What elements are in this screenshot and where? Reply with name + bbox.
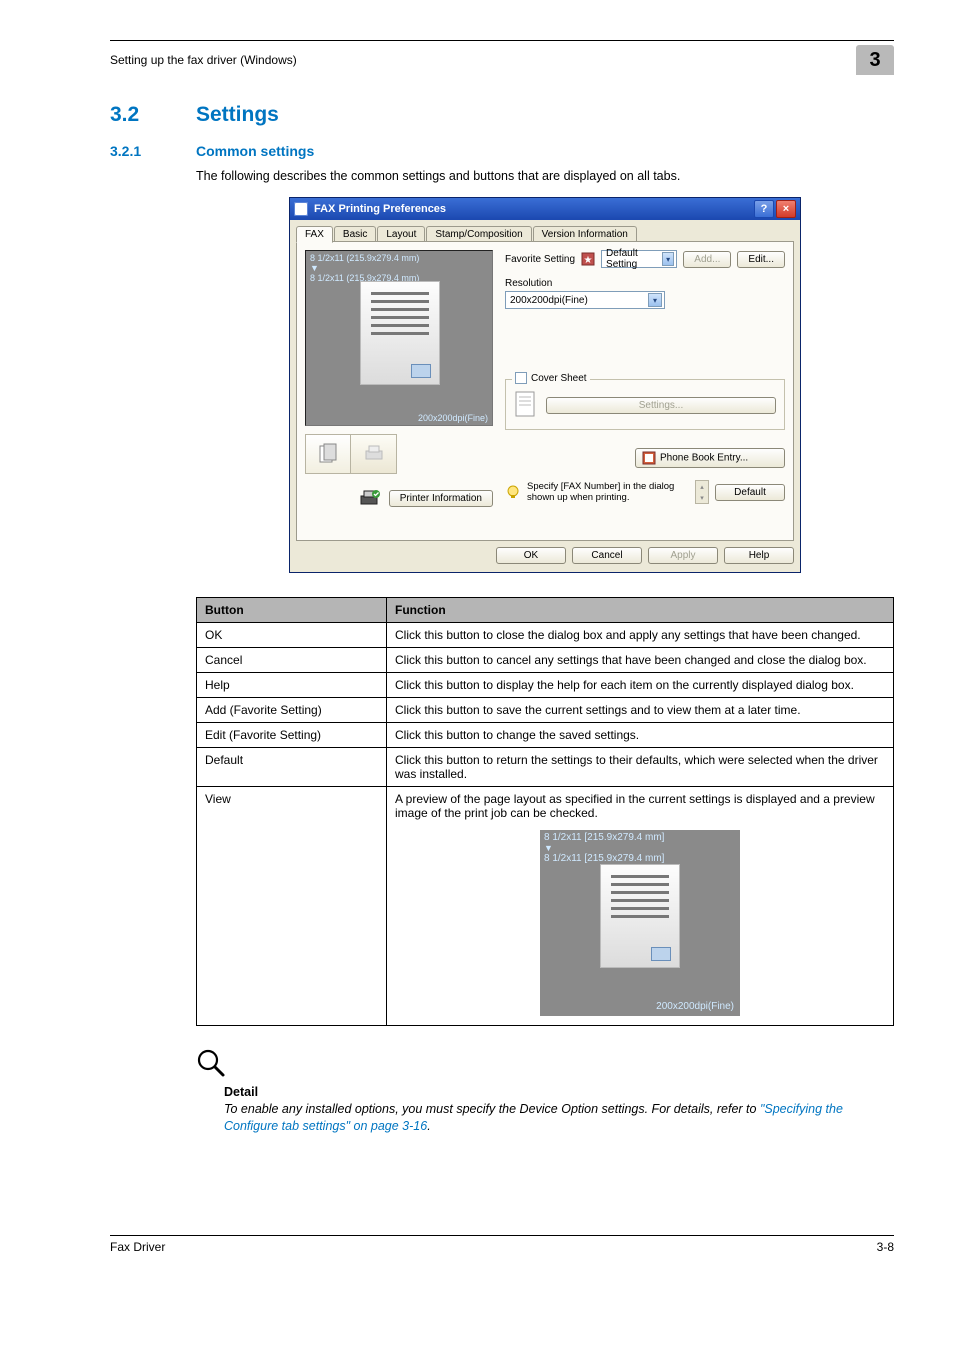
table-cell: Add (Favorite Setting) bbox=[197, 698, 387, 723]
preview-dim-top: 8 1/2x11 (215.9x279.4 mm) bbox=[306, 251, 492, 265]
favorite-add-button[interactable]: Add... bbox=[683, 251, 731, 268]
tab-version-information[interactable]: Version Information bbox=[533, 226, 637, 242]
printer-status-icon bbox=[359, 488, 381, 508]
detail-text-after: . bbox=[427, 1119, 430, 1133]
apply-button[interactable]: Apply bbox=[648, 547, 718, 564]
cover-sheet-label: Cover Sheet bbox=[531, 373, 587, 384]
table-row: Default Click this button to return the … bbox=[197, 748, 894, 787]
table-cell: Click this button to change the saved se… bbox=[387, 723, 894, 748]
favorite-setting-icon: ★ bbox=[581, 252, 595, 266]
page-stack-icon bbox=[317, 443, 339, 465]
printing-preferences-dialog: FAX Printing Preferences ? × FAX Basic L… bbox=[289, 197, 801, 573]
detail-text-before: To enable any installed options, you mus… bbox=[224, 1102, 760, 1116]
table-row: Edit (Favorite Setting) Click this butto… bbox=[197, 723, 894, 748]
tab-layout[interactable]: Layout bbox=[377, 226, 425, 242]
chevron-down-icon: ▾ bbox=[648, 293, 662, 307]
cover-sheet-doc-icon bbox=[514, 390, 538, 421]
favorite-edit-button[interactable]: Edit... bbox=[737, 251, 785, 268]
detail-body: To enable any installed options, you mus… bbox=[224, 1101, 894, 1135]
view-description: A preview of the page layout as specifie… bbox=[395, 792, 885, 820]
view-preview-dim-top: 8 1/2x11 [215.9x279.4 mm] bbox=[540, 830, 740, 845]
table-cell: Click this button to save the current se… bbox=[387, 698, 894, 723]
triangle-up-icon: ▴ bbox=[696, 481, 708, 492]
table-cell: Default bbox=[197, 748, 387, 787]
buttons-function-table: Button Function OK Click this button to … bbox=[196, 597, 894, 1026]
preview-mode-label: 200x200dpi(Fine) bbox=[418, 413, 488, 423]
chevron-down-icon: ▾ bbox=[662, 252, 674, 266]
tabstrip: FAX Basic Layout Stamp/Composition Versi… bbox=[296, 226, 794, 242]
favorite-setting-label: Favorite Setting bbox=[505, 254, 575, 265]
subsection-heading: 3.2.1Common settings bbox=[110, 143, 894, 159]
printer-information-button[interactable]: Printer Information bbox=[389, 490, 493, 507]
svg-text:★: ★ bbox=[584, 255, 593, 266]
phone-book-entry-label: Phone Book Entry... bbox=[660, 453, 748, 464]
view-toggle-printer[interactable] bbox=[351, 434, 397, 474]
table-cell: Help bbox=[197, 673, 387, 698]
section-number: 3.2 bbox=[110, 103, 196, 127]
close-titlebar-button[interactable]: × bbox=[776, 200, 796, 218]
view-toggle-layout[interactable] bbox=[305, 434, 351, 474]
table-cell: Click this button to close the dialog bo… bbox=[387, 623, 894, 648]
preview-sheet bbox=[360, 281, 440, 385]
chapter-badge: 3 bbox=[856, 45, 894, 75]
table-cell: Edit (Favorite Setting) bbox=[197, 723, 387, 748]
table-header-button: Button bbox=[197, 598, 387, 623]
tab-stamp-composition[interactable]: Stamp/Composition bbox=[426, 226, 531, 242]
magnifier-icon bbox=[196, 1048, 894, 1083]
note-text: Specify [FAX Number] in the dialog shown… bbox=[527, 481, 689, 503]
dialog-titlebar: FAX Printing Preferences ? × bbox=[290, 198, 800, 220]
table-row: View A preview of the page layout as spe… bbox=[197, 787, 894, 1026]
table-cell: Click this button to display the help fo… bbox=[387, 673, 894, 698]
table-cell: A preview of the page layout as specifie… bbox=[387, 787, 894, 1026]
table-row: OK Click this button to close the dialog… bbox=[197, 623, 894, 648]
subsection-number: 3.2.1 bbox=[110, 143, 196, 159]
table-cell: View bbox=[197, 787, 387, 1026]
tab-basic[interactable]: Basic bbox=[334, 226, 376, 242]
cancel-button[interactable]: Cancel bbox=[572, 547, 642, 564]
tab-fax[interactable]: FAX bbox=[296, 226, 333, 243]
section-title: Settings bbox=[196, 103, 279, 126]
intro-paragraph: The following describes the common setti… bbox=[196, 169, 894, 183]
table-cell: Click this button to return the settings… bbox=[387, 748, 894, 787]
footer-right: 3-8 bbox=[877, 1240, 894, 1254]
table-row: Add (Favorite Setting) Click this button… bbox=[197, 698, 894, 723]
subsection-title: Common settings bbox=[196, 143, 314, 159]
table-cell: Cancel bbox=[197, 648, 387, 673]
phone-book-entry-button[interactable]: Phone Book Entry... bbox=[635, 448, 785, 468]
lightbulb-icon bbox=[505, 484, 521, 500]
table-cell: Click this button to cancel any settings… bbox=[387, 648, 894, 673]
favorite-setting-combo[interactable]: Default Setting ▾ bbox=[601, 250, 677, 268]
cover-sheet-checkbox[interactable] bbox=[515, 372, 527, 384]
default-button[interactable]: Default bbox=[715, 484, 785, 501]
table-row: Help Click this button to display the he… bbox=[197, 673, 894, 698]
table-row: Cancel Click this button to cancel any s… bbox=[197, 648, 894, 673]
table-cell: OK bbox=[197, 623, 387, 648]
resolution-label: Resolution bbox=[505, 278, 785, 289]
cover-sheet-settings-button[interactable]: Settings... bbox=[546, 397, 776, 414]
view-preview-box: 8 1/2x11 [215.9x279.4 mm] ▼ 8 1/2x11 [21… bbox=[540, 830, 740, 1016]
help-titlebar-button[interactable]: ? bbox=[754, 200, 774, 218]
app-icon bbox=[294, 202, 308, 216]
resolution-value: 200x200dpi(Fine) bbox=[510, 295, 588, 306]
footer-left: Fax Driver bbox=[110, 1240, 165, 1254]
preview-chart-icon bbox=[651, 947, 671, 961]
table-header-function: Function bbox=[387, 598, 894, 623]
triangle-down-icon: ▾ bbox=[696, 492, 708, 503]
phone-book-icon bbox=[642, 451, 656, 465]
page-preview: 8 1/2x11 (215.9x279.4 mm) ▼ 8 1/2x11 (21… bbox=[305, 250, 493, 426]
resolution-combo[interactable]: 200x200dpi(Fine) ▾ bbox=[505, 291, 665, 309]
favorite-setting-value: Default Setting bbox=[606, 248, 662, 270]
view-preview-sheet bbox=[600, 864, 680, 968]
section-heading: 3.2Settings bbox=[110, 103, 894, 127]
ok-button[interactable]: OK bbox=[496, 547, 566, 564]
help-button[interactable]: Help bbox=[724, 547, 794, 564]
breadcrumb: Setting up the fax driver (Windows) bbox=[110, 53, 297, 67]
printer-grey-icon bbox=[363, 443, 385, 465]
dialog-title: FAX Printing Preferences bbox=[314, 203, 446, 215]
view-preview-mode-label: 200x200dpi(Fine) bbox=[656, 1001, 734, 1012]
note-scroll-buttons[interactable]: ▴▾ bbox=[695, 480, 709, 504]
preview-chart-icon bbox=[411, 364, 431, 378]
detail-heading: Detail bbox=[224, 1085, 894, 1099]
